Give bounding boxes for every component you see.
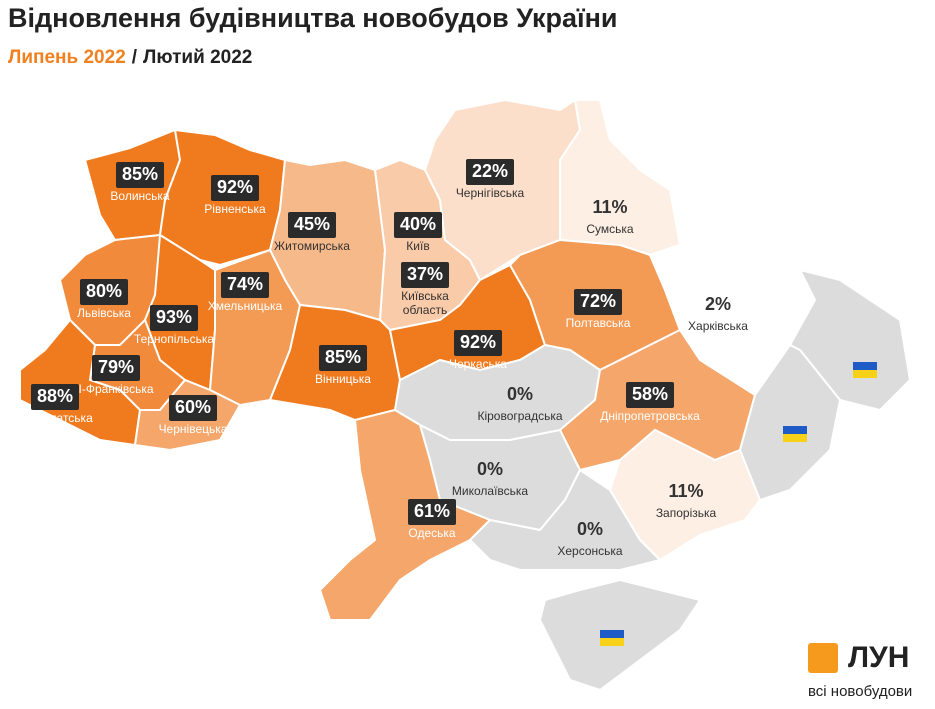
label-box xyxy=(626,382,674,408)
flag xyxy=(600,630,624,638)
label-box xyxy=(288,212,336,238)
region-name: Чернівецька xyxy=(159,422,228,436)
label-box xyxy=(92,355,140,381)
region-name: Черкаська xyxy=(449,357,507,371)
logo-tagline: всі новобудови xyxy=(808,683,912,700)
region-name: Київська xyxy=(401,289,449,303)
region-value: 74% xyxy=(227,274,263,294)
region-shape xyxy=(318,408,492,621)
region-value: 0% xyxy=(507,384,533,404)
region-name: Миколаївська xyxy=(452,484,529,498)
subtitle-separator: / xyxy=(132,47,138,68)
region-name: Кіровоградська xyxy=(477,409,562,423)
region-value: 92% xyxy=(460,332,496,352)
region-shape xyxy=(468,468,662,571)
region-name: І-Франківська xyxy=(78,382,153,396)
region-name: Чернігівська xyxy=(456,186,525,200)
flag xyxy=(783,426,807,434)
logo-brand: ЛУН xyxy=(848,641,909,674)
subtitle-current: Липень 2022 xyxy=(8,47,126,68)
label-box xyxy=(319,345,367,371)
region-name: Полтавська xyxy=(566,316,631,330)
region-name: Харківська xyxy=(688,319,748,333)
region-name: Рівненська xyxy=(204,202,266,216)
label-box xyxy=(394,212,442,238)
label-box xyxy=(80,279,128,305)
region-name: Дніпропетровська xyxy=(600,409,700,423)
flag xyxy=(853,370,877,378)
title: Відновлення будівництва новобудов Україн… xyxy=(8,3,617,33)
region-value: 11% xyxy=(668,481,703,501)
region-name: Львівська xyxy=(77,306,131,320)
region-value: 60% xyxy=(175,397,211,417)
regions: 85% Волинська 92% Рівненська 45% Житомирська 4… xyxy=(17,98,817,621)
label-box xyxy=(211,175,259,201)
region-name: Тернопільська xyxy=(134,332,214,346)
region-value: 11% xyxy=(592,197,627,217)
region-name: Сумська xyxy=(586,222,634,236)
label-box xyxy=(221,272,269,298)
region-name: Закарпатська xyxy=(17,411,93,425)
region-name: Запорізька xyxy=(656,506,717,520)
flag xyxy=(853,362,877,370)
label-box xyxy=(31,384,79,410)
region-value: 88% xyxy=(37,386,73,406)
region-value: 72% xyxy=(580,291,616,311)
region-value: 61% xyxy=(414,501,450,521)
flag xyxy=(600,638,624,646)
label-box xyxy=(454,330,502,356)
region-value: 79% xyxy=(98,357,134,377)
region-name: Херсонська xyxy=(557,544,623,558)
region-value: 92% xyxy=(217,177,253,197)
region-name: Волинська xyxy=(110,189,170,203)
logo-icon xyxy=(808,643,838,673)
region-name: Житомирська xyxy=(274,239,350,253)
region-value: 2% xyxy=(705,294,731,314)
flags xyxy=(600,362,877,646)
region-value: 58% xyxy=(632,384,668,404)
region-shape xyxy=(19,318,142,447)
flag xyxy=(783,434,807,442)
region-name: Одеська xyxy=(408,526,456,540)
region-name: Вінницька xyxy=(315,372,371,386)
label-box xyxy=(116,162,164,188)
label-box xyxy=(169,395,217,421)
region-value: 22% xyxy=(472,161,508,181)
region-value: 45% xyxy=(294,214,330,234)
region-value: 85% xyxy=(325,347,361,367)
region-value: 85% xyxy=(122,164,158,184)
label-box xyxy=(574,289,622,315)
label-box xyxy=(408,499,456,525)
region-value: 0% xyxy=(577,519,603,539)
region-name: Київ xyxy=(406,239,429,253)
region-value: 93% xyxy=(156,307,192,327)
region-value: 80% xyxy=(86,281,122,301)
region-name: область xyxy=(403,303,447,317)
label-box xyxy=(150,305,198,331)
subtitle-previous: Лютий 2022 xyxy=(143,47,252,68)
region-value: 37% xyxy=(407,264,443,284)
region-value: 0% xyxy=(477,459,503,479)
label-box xyxy=(401,262,449,288)
region-value: 40% xyxy=(400,214,436,234)
region-name: Хмельницька xyxy=(208,299,283,313)
label-box xyxy=(466,159,514,185)
subtitle: Липень 2022 /Лютий 2022 xyxy=(8,47,252,68)
region-shape xyxy=(738,343,842,502)
